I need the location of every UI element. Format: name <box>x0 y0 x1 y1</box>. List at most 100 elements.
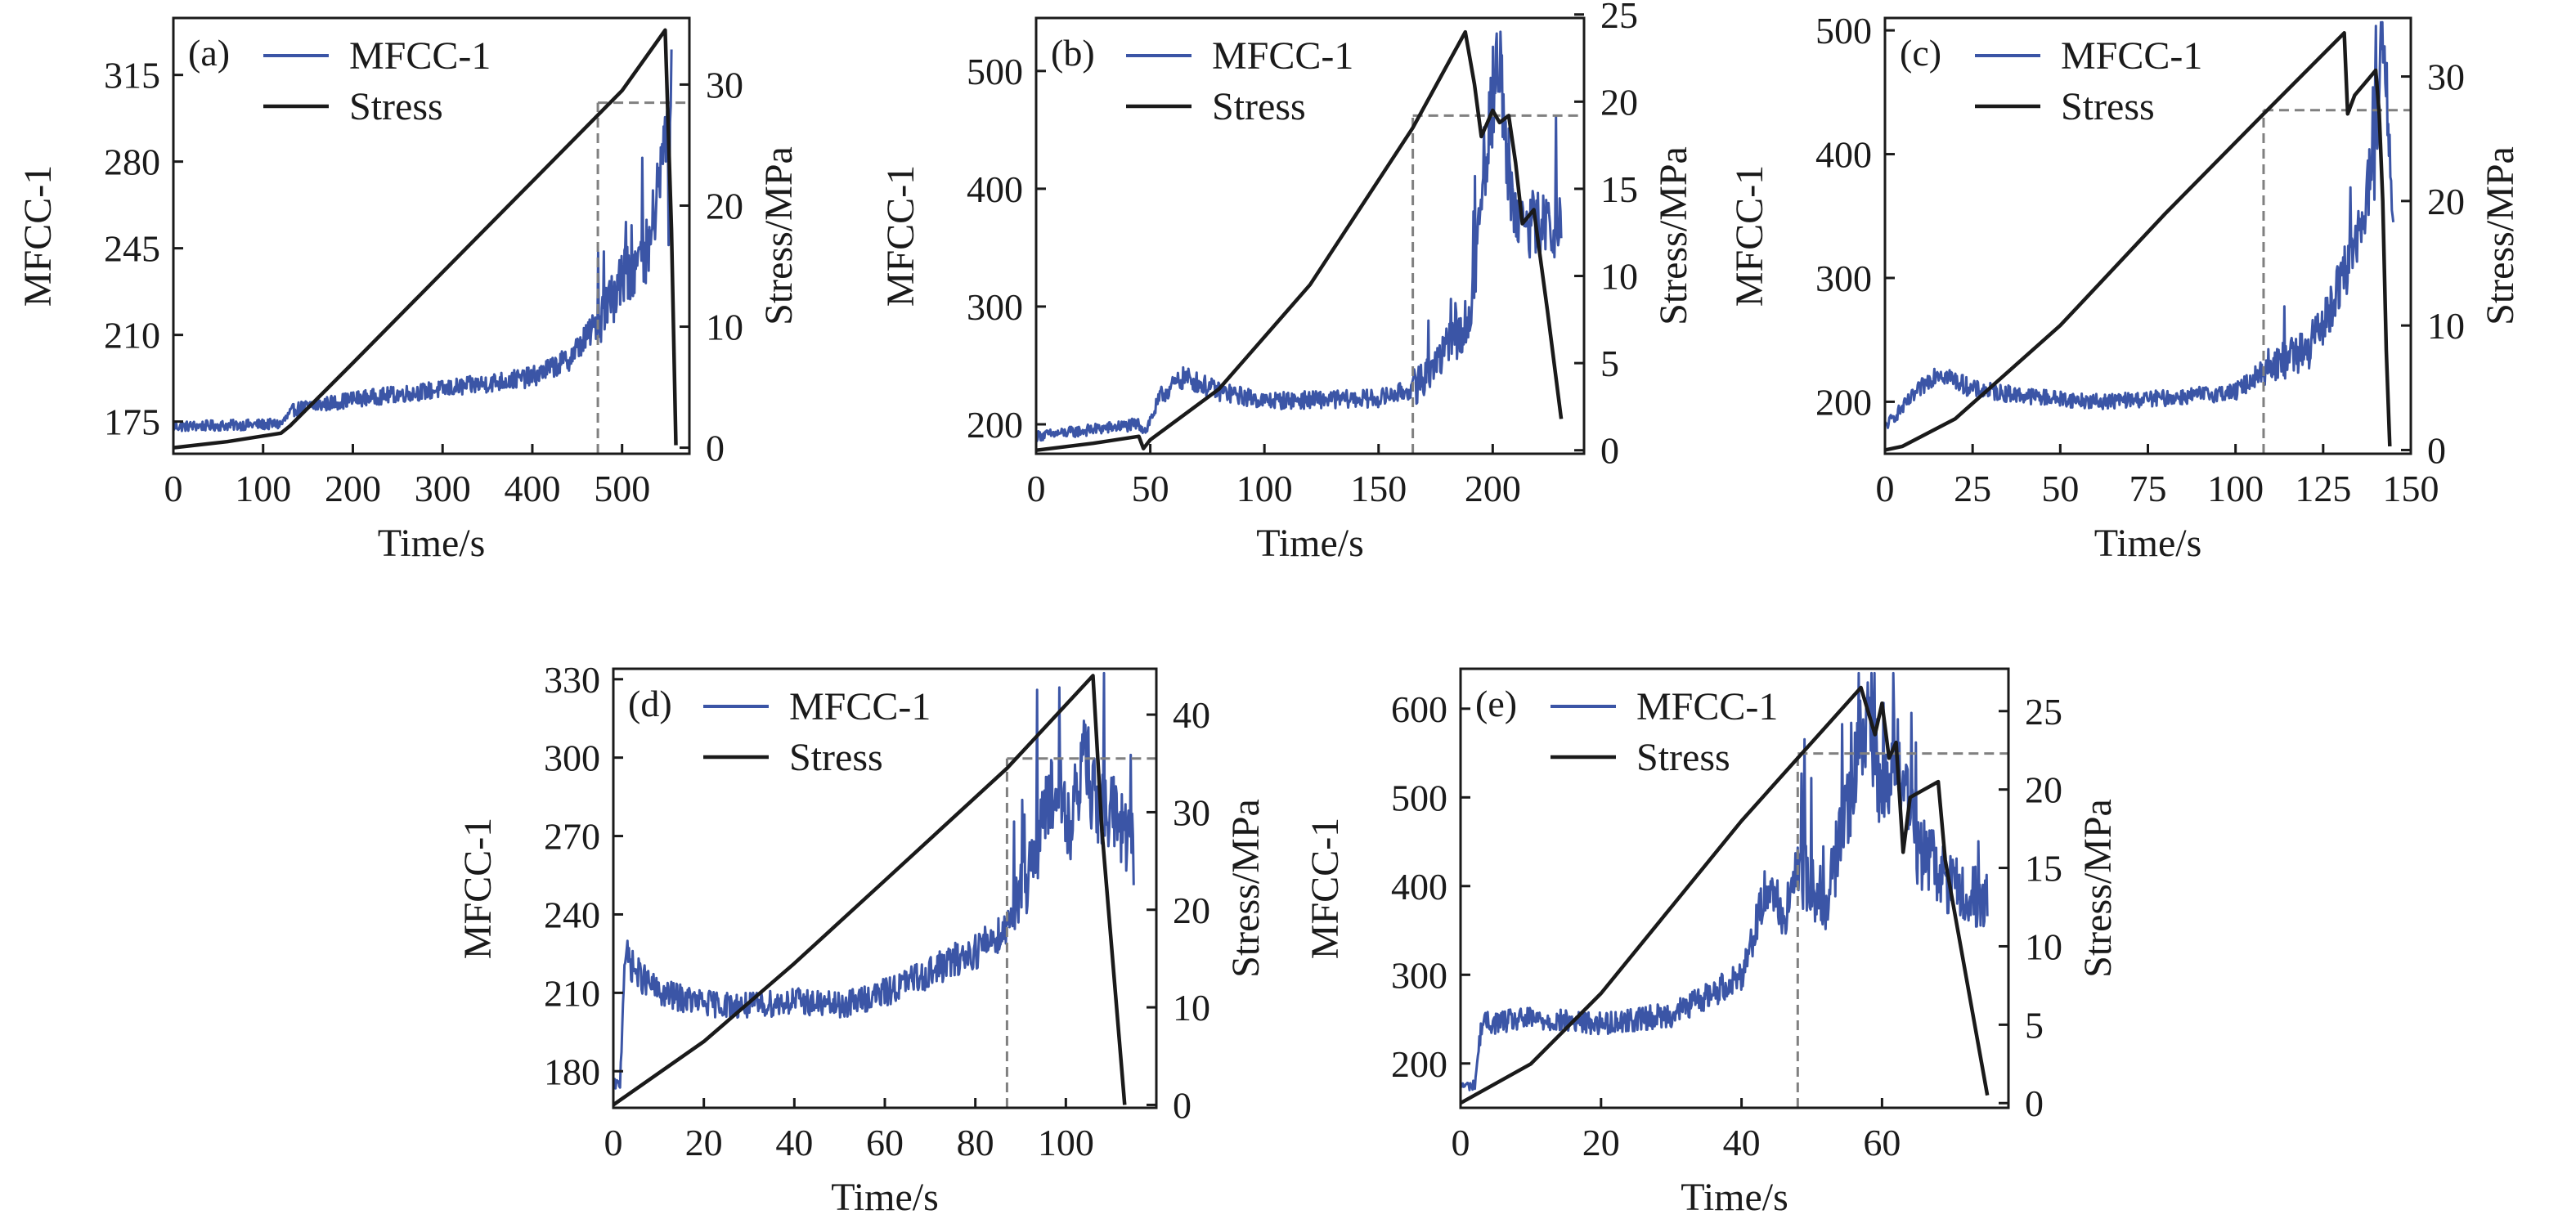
y-right-tick-label: 0 <box>706 428 725 469</box>
panel-label: (c) <box>1900 32 1941 74</box>
x-tick-label: 60 <box>1863 1122 1901 1163</box>
x-tick-label: 400 <box>504 468 560 509</box>
panel-label: (a) <box>188 32 230 74</box>
x-tick-label: 150 <box>1350 468 1407 509</box>
legend-label-mfcc: MFCC-1 <box>1212 34 1353 78</box>
y-left-tick-label: 500 <box>1815 10 1872 52</box>
chart-panel: 0 100 200 300 400 500 175 210 245 280 315 0 10 20 30 Ti… <box>16 16 801 565</box>
y-right-tick-label: 15 <box>1600 168 1638 210</box>
legend: MFCC-1 Stress <box>263 34 491 128</box>
legend-label-stress: Stress <box>789 736 883 779</box>
x-tick-label: 0 <box>1876 468 1895 509</box>
y-left-tick-label: 600 <box>1391 688 1447 730</box>
stress-series-line <box>612 674 1127 1107</box>
y-left-tick-label: 315 <box>104 55 160 96</box>
y-right-tick-label: 30 <box>706 64 743 105</box>
y-left-tick-label: 270 <box>544 816 600 858</box>
y-right-tick-label: 0 <box>1173 1084 1192 1126</box>
x-tick-label: 100 <box>1038 1122 1094 1163</box>
chart-panel: 0 20 40 60 80 100 180 210 240 270 300 330 0 10 20 30 40 T… <box>456 659 1268 1219</box>
plot-frame <box>1034 16 1586 455</box>
x-tick-label: 25 <box>1954 468 1991 509</box>
y-left-axis-title: MFCC-1 <box>16 165 60 307</box>
x-tick-label: 200 <box>1465 468 1521 509</box>
legend-label-mfcc: MFCC-1 <box>349 34 491 78</box>
y-right-tick-label: 10 <box>2025 925 2062 967</box>
x-tick-label: 40 <box>1723 1122 1761 1163</box>
y-left-tick-label: 200 <box>967 404 1023 446</box>
x-tick-label: 50 <box>2041 468 2079 509</box>
x-tick-label: 20 <box>1582 1122 1620 1163</box>
chart-panel: 0 20 40 60 200 300 400 500 600 0 5 10 15 20 25 Time/s MF… <box>1304 667 2120 1219</box>
legend-label-stress: Stress <box>1636 736 1730 779</box>
x-tick-label: 0 <box>604 1122 623 1163</box>
x-tick-label: 60 <box>866 1122 904 1163</box>
x-tick-label: 20 <box>685 1122 723 1163</box>
mfcc-series-line <box>172 49 673 432</box>
y-left-tick-label: 300 <box>544 737 600 779</box>
legend-label-stress: Stress <box>1212 85 1306 128</box>
y-left-tick-label: 400 <box>1391 866 1447 908</box>
stress-series-line <box>1884 31 2392 452</box>
chart-panel: 0 50 100 150 200 200 300 400 500 0 5 10 15 20 25 Time/s… <box>879 0 1695 565</box>
y-left-tick-label: 400 <box>967 168 1023 210</box>
y-left-tick-label: 175 <box>104 401 160 443</box>
y-left-tick-label: 210 <box>104 315 160 356</box>
y-right-tick-label: 25 <box>1600 0 1638 36</box>
mfcc-series-line <box>1883 20 2395 429</box>
y-right-axis-title: Stress/MPa <box>1652 146 1695 325</box>
x-tick-label: 0 <box>164 468 183 509</box>
y-left-tick-label: 210 <box>544 972 600 1014</box>
x-tick-label: 40 <box>775 1122 813 1163</box>
legend: MFCC-1 Stress <box>1975 34 2202 128</box>
stress-series-line <box>1035 29 1564 452</box>
x-axis-title: Time/s <box>378 522 486 565</box>
y-right-tick-label: 40 <box>1173 694 1210 736</box>
y-left-axis-title: MFCC-1 <box>456 818 500 959</box>
y-left-axis-title: MFCC-1 <box>1304 818 1347 959</box>
mfcc-series-line <box>612 671 1135 1090</box>
x-axis-title: Time/s <box>1256 522 1364 565</box>
legend-label-mfcc: MFCC-1 <box>1636 685 1778 728</box>
y-left-tick-label: 300 <box>967 286 1023 328</box>
y-right-tick-label: 10 <box>1600 256 1638 298</box>
y-right-tick-label: 5 <box>1600 343 1619 384</box>
y-right-tick-label: 0 <box>2025 1082 2044 1124</box>
y-right-tick-label: 0 <box>1600 430 1619 472</box>
x-tick-label: 500 <box>594 468 650 509</box>
x-axis-title: Time/s <box>2094 522 2202 565</box>
x-tick-label: 100 <box>2207 468 2264 509</box>
plot-frame <box>172 16 691 455</box>
y-right-tick-label: 20 <box>2025 769 2062 811</box>
panel-label: (e) <box>1475 683 1517 724</box>
y-right-tick-label: 10 <box>706 307 743 348</box>
x-axis-title: Time/s <box>1681 1176 1788 1219</box>
x-axis-title: Time/s <box>831 1176 939 1219</box>
y-right-axis-title: Stress/MPa <box>1224 799 1268 978</box>
stress-series-line <box>173 28 678 450</box>
legend: MFCC-1 Stress <box>1551 685 1778 779</box>
x-tick-label: 300 <box>415 468 471 509</box>
plot-frame <box>612 667 1158 1109</box>
y-right-tick-label: 5 <box>2025 1004 2044 1046</box>
y-right-tick-label: 0 <box>2427 429 2446 471</box>
y-left-tick-label: 400 <box>1815 134 1872 176</box>
y-left-tick-label: 500 <box>967 51 1023 92</box>
x-tick-label: 80 <box>957 1122 994 1163</box>
mfcc-series-line <box>1459 671 1989 1091</box>
y-left-axis-title: MFCC-1 <box>879 165 922 307</box>
y-right-tick-label: 30 <box>1173 791 1210 833</box>
x-tick-label: 100 <box>235 468 291 509</box>
y-right-axis-title: Stress/MPa <box>2479 146 2522 325</box>
x-tick-label: 0 <box>1027 468 1046 509</box>
y-right-tick-label: 10 <box>2427 305 2465 347</box>
y-right-tick-label: 25 <box>2025 691 2062 733</box>
y-left-tick-label: 200 <box>1391 1043 1447 1085</box>
y-left-tick-label: 240 <box>544 894 600 935</box>
x-tick-label: 50 <box>1132 468 1169 509</box>
x-tick-label: 200 <box>325 468 381 509</box>
x-tick-label: 150 <box>2383 468 2439 509</box>
y-left-tick-label: 180 <box>544 1051 600 1092</box>
y-right-tick-label: 10 <box>1173 987 1210 1029</box>
